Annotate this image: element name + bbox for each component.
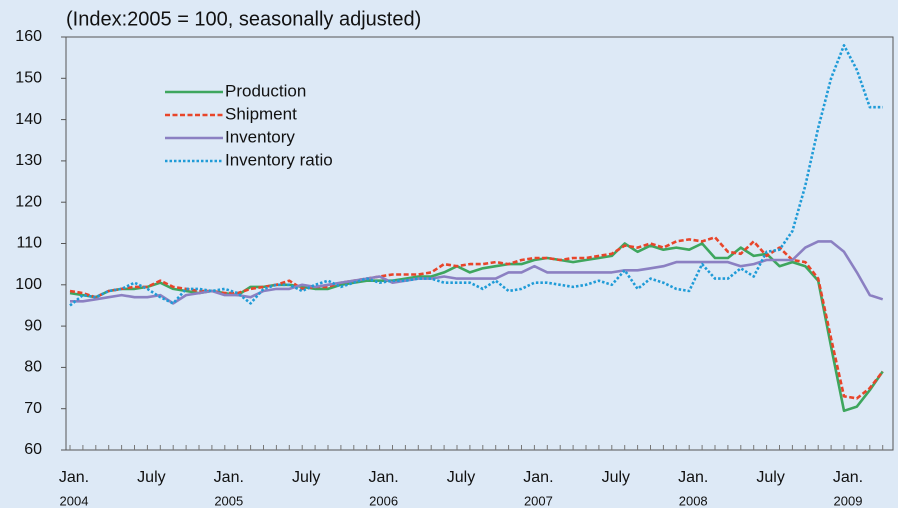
- y-tick-label: 60: [24, 441, 42, 458]
- y-tick-label: 110: [16, 235, 42, 252]
- legend-label: Production: [225, 81, 306, 100]
- x-tick-label: July: [756, 469, 784, 486]
- legend-label: Inventory ratio: [225, 150, 333, 169]
- y-tick-label: 130: [15, 152, 42, 169]
- series-line: [69, 44, 883, 307]
- year-label: 2004: [60, 493, 89, 508]
- year-label: 2007: [524, 493, 553, 508]
- y-tick-label: 90: [24, 317, 42, 334]
- legend-label: Inventory: [225, 127, 295, 146]
- x-tick-label: Jan.: [214, 469, 244, 486]
- x-tick-label: July: [137, 469, 165, 486]
- legend-label: Shipment: [225, 104, 297, 123]
- x-tick-label: July: [292, 469, 320, 486]
- y-tick-label: 100: [15, 276, 42, 293]
- year-label: 2009: [834, 493, 863, 508]
- x-tick-label: Jan.: [59, 469, 89, 486]
- y-tick-label: 160: [15, 28, 42, 45]
- y-tick-label: 150: [15, 70, 42, 87]
- x-tick-label: July: [602, 469, 630, 486]
- series-line: [70, 240, 884, 305]
- x-tick-label: Jan.: [678, 469, 708, 486]
- chart-subtitle: (Index:2005 = 100, seasonally adjusted): [66, 8, 421, 30]
- y-tick-label: 120: [15, 193, 42, 210]
- x-tick-label: Jan.: [368, 469, 398, 486]
- y-tick-label: 70: [24, 400, 42, 417]
- y-tick-label: 80: [24, 359, 42, 376]
- x-tick-label: Jan.: [523, 469, 553, 486]
- year-label: 2006: [369, 493, 398, 508]
- year-label: 2008: [679, 493, 708, 508]
- x-tick-label: July: [447, 469, 475, 486]
- year-label: 2005: [214, 493, 243, 508]
- y-tick-label: 140: [15, 111, 42, 128]
- x-tick-label: Jan.: [833, 469, 863, 486]
- series-line: [69, 236, 884, 400]
